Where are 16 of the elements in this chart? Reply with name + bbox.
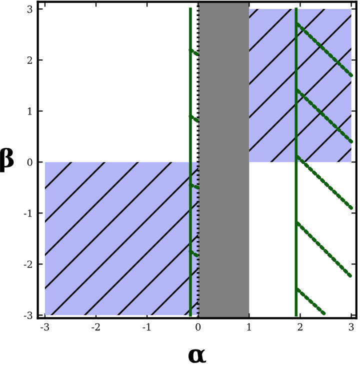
- x-tick-label: -1: [142, 323, 150, 330]
- y-tick-label: 2: [27, 56, 32, 64]
- y-axis-title: β: [0, 148, 14, 172]
- y-tick-label: 0: [27, 158, 32, 166]
- x-tick-label: 2: [298, 323, 302, 330]
- x-tick-label: 3: [348, 323, 354, 331]
- y-tick-label: 3: [27, 5, 32, 13]
- y-tick-label: -3: [24, 312, 32, 319]
- y-tick-label: 1: [28, 108, 32, 115]
- x-tick-label: -3: [40, 323, 49, 331]
- x-tick-label: 1: [247, 323, 251, 330]
- x-axis-title: α: [188, 349, 206, 363]
- x-tick-label: -2: [92, 323, 100, 330]
- x-tick-label: 0: [196, 323, 201, 331]
- y-tick-label: -1: [24, 210, 32, 217]
- y-tick-label: -2: [24, 260, 32, 268]
